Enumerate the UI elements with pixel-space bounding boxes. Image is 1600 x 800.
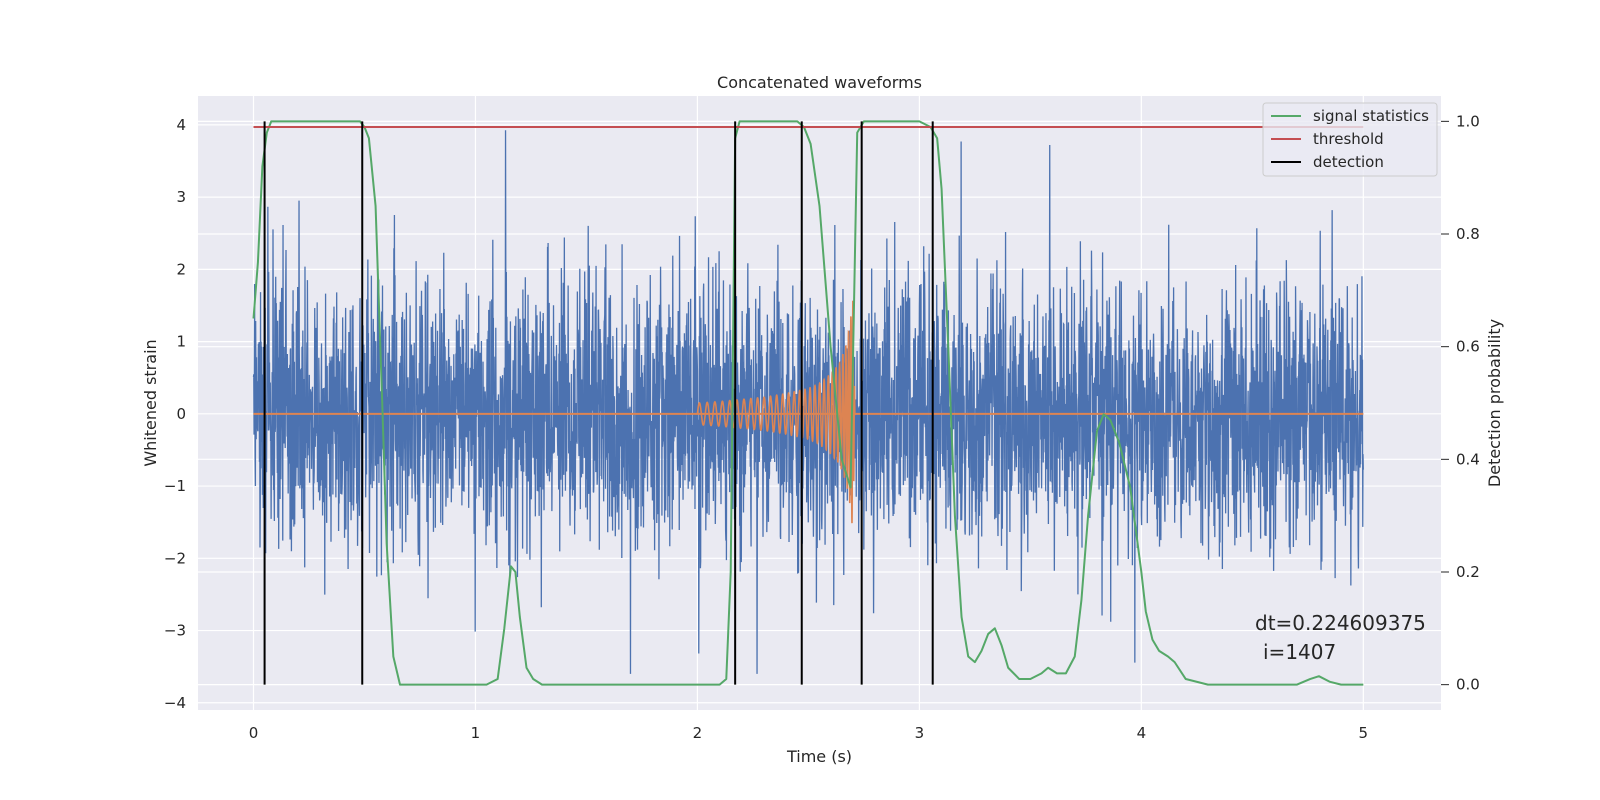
y-tick-label: −3 [164, 622, 186, 640]
y-tick-label: 1 [176, 333, 186, 351]
y-tick-label: 0 [176, 405, 186, 423]
y2-tick-label: 1.0 [1456, 112, 1480, 130]
annotation-dt: dt=0.224609375 [1255, 611, 1426, 635]
legend: signal statistics threshold detection [1262, 102, 1438, 177]
detection-layer [263, 121, 934, 685]
y-tick-label: 4 [176, 116, 186, 134]
y2-tick-label: 0.8 [1456, 225, 1480, 243]
x-tick-label: 0 [249, 724, 259, 742]
y-tick-label: −4 [164, 694, 186, 712]
x-tick-label: 1 [471, 724, 481, 742]
y-tick-label: 2 [176, 260, 186, 278]
y-tick-label: 3 [176, 188, 186, 206]
signal-statistics-layer [252, 120, 1364, 686]
noise-layer [252, 130, 1364, 674]
y-tick-label: −2 [164, 549, 186, 567]
y-tick-label: −1 [164, 477, 186, 495]
legend-box [1262, 102, 1438, 177]
legend-label-signal-statistics: signal statistics [1313, 107, 1429, 125]
tick-layer: 0 1 2 3 4 5 −4 −3 −2 −1 0 1 2 3 4 0.0 0.2 0.4 0.6 0.8 1.0 [164, 112, 1480, 742]
y2-tick-label: 0.2 [1456, 563, 1480, 581]
chart-title: Concatenated waveforms [717, 73, 922, 92]
y2-tick-label: 0.6 [1456, 338, 1480, 356]
x-tick-label: 3 [915, 724, 925, 742]
annotation: dt=0.224609375 i=1407 [1255, 611, 1426, 664]
y2-tick-label: 0.4 [1456, 450, 1480, 468]
legend-label-detection: detection [1313, 153, 1384, 171]
x-axis-label: Time (s) [786, 747, 852, 766]
waveform-layer [253, 300, 1364, 524]
x-tick-label: 5 [1359, 724, 1369, 742]
waveform-chirp [696, 300, 856, 524]
y2-axis-label: Detection probability [1485, 319, 1504, 487]
x-tick-label: 2 [693, 724, 703, 742]
signal-statistics-line [252, 120, 1364, 686]
annotation-index: i=1407 [1263, 640, 1336, 664]
x-tick-label: 4 [1137, 724, 1147, 742]
y2-tick-label: 0.0 [1456, 676, 1480, 694]
y-axis-label: Whitened strain [141, 339, 160, 466]
noise-series [252, 130, 1364, 674]
legend-label-threshold: threshold [1313, 130, 1384, 148]
